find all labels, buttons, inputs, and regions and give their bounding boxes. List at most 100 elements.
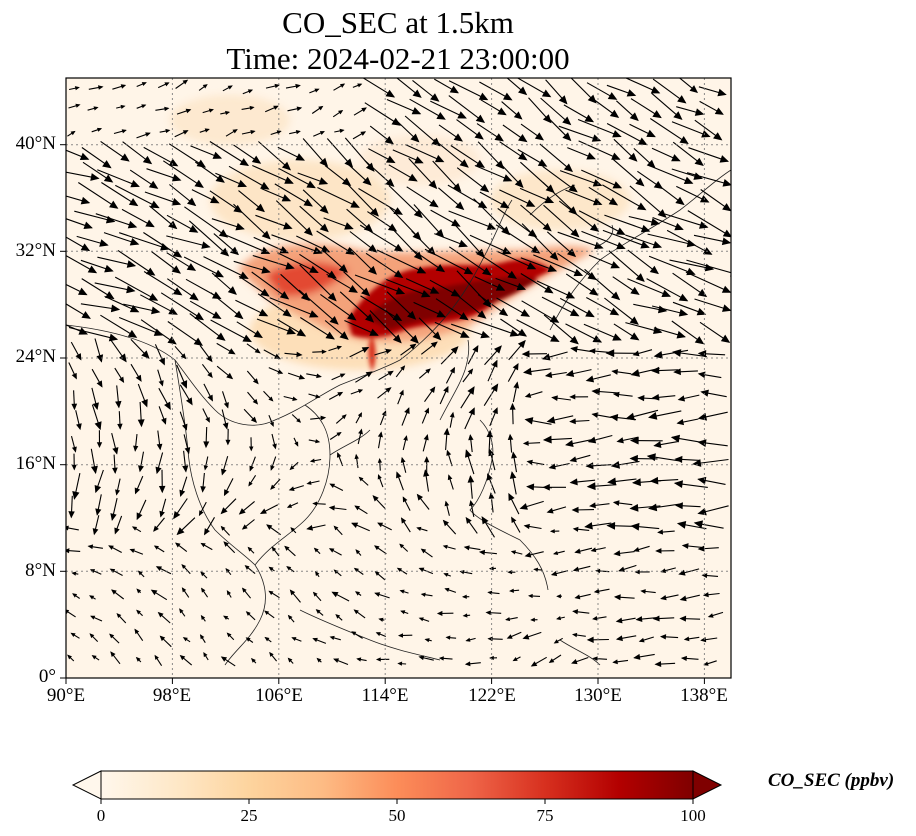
wind-vector-head: [232, 129, 238, 134]
wind-vector-head: [164, 82, 170, 87]
wind-vector-head: [482, 267, 492, 276]
wind-vector-head: [141, 399, 148, 408]
wind-vector-head: [678, 293, 689, 302]
wind-vector-head: [290, 527, 296, 532]
wind-vector-head: [109, 568, 116, 574]
wind-vector-head: [507, 433, 514, 441]
wind-vector-head: [264, 636, 270, 642]
wind-vector-head: [200, 571, 206, 577]
wind-vector-head: [416, 526, 422, 531]
wind-vector-head: [96, 380, 103, 388]
wind-vector-head: [306, 480, 312, 485]
wind-vector: [424, 248, 473, 275]
wind-vector-head: [312, 591, 318, 597]
wind-vector-head: [548, 463, 556, 470]
wind-vector-head: [372, 495, 379, 502]
wind-vector-head: [158, 357, 165, 366]
wind-vector-head: [114, 527, 120, 535]
wind-vector: [68, 326, 118, 340]
wind-vector-head: [400, 610, 406, 615]
wind-vector-head: [567, 248, 577, 258]
wind-vector-head: [175, 542, 181, 548]
wind-vector-head: [629, 503, 639, 512]
wind-vector-head: [407, 310, 417, 320]
wind-vector-head: [429, 286, 440, 294]
wind-vector-head: [96, 442, 103, 448]
wind-vector-head: [180, 353, 187, 360]
wind-vector-head: [569, 478, 578, 486]
wind-vector-head: [414, 156, 424, 164]
wind-vector-head: [276, 130, 282, 135]
wind-vector-head: [657, 209, 667, 218]
wind-vector-head: [318, 105, 324, 111]
wind-vector-head: [264, 610, 270, 616]
wind-vector-head: [585, 309, 595, 318]
wind-vector-head: [92, 402, 99, 411]
wind-vector-head: [689, 85, 699, 94]
wind-vector: [210, 319, 252, 342]
wind-vector-head: [569, 335, 579, 345]
wind-vector-head: [189, 292, 199, 301]
wind-vector-head: [418, 617, 424, 622]
wind-vector-head: [511, 451, 518, 459]
wind-vector-head: [181, 587, 187, 593]
wind-vector-head: [495, 283, 506, 291]
wind-vector-head: [436, 610, 443, 616]
wind-vector-head: [313, 547, 319, 553]
wind-vector-head: [182, 637, 188, 642]
wind-vector-head: [377, 457, 383, 463]
wind-vector-head: [628, 152, 638, 162]
wind-vector-head: [155, 566, 163, 572]
wind-vector-head: [409, 334, 419, 344]
colorbar-extend-max: [692, 770, 723, 800]
wind-vector-head: [154, 654, 159, 660]
wind-vector-head: [319, 157, 329, 168]
wind-vector-head: [611, 291, 621, 301]
wind-vector-head: [629, 436, 639, 445]
wind-vector-head: [118, 376, 125, 383]
wind-vector-head: [137, 570, 143, 576]
wind-vector-head: [168, 158, 179, 167]
wind-vector-head: [429, 199, 439, 208]
wind-vector-head: [523, 367, 532, 376]
wind-vector-head: [320, 415, 327, 421]
wind-vector-head: [485, 610, 491, 616]
wind-vector: [533, 254, 583, 276]
wind-vector-head: [90, 465, 98, 475]
wind-vector-head: [348, 284, 358, 293]
wind-vector-head: [412, 89, 422, 98]
wind-vector-head: [501, 246, 512, 255]
wind-vector-head: [542, 484, 550, 491]
wind-vector: [471, 318, 519, 336]
wind-vector-head: [279, 291, 290, 300]
wind-vector-head: [186, 263, 197, 271]
wind-vector-head: [385, 348, 393, 354]
wind-vector-head: [693, 520, 704, 529]
wind-vector-head: [570, 346, 578, 353]
wind-vector-head: [449, 411, 455, 418]
wind-vector-head: [423, 434, 429, 441]
wind-vector-head: [72, 593, 78, 598]
wind-vector-head: [109, 633, 115, 639]
wind-vector-head: [511, 516, 517, 523]
wind-vector: [649, 118, 689, 144]
wind-vector: [581, 230, 625, 249]
colorbar-tick-label: 25: [240, 806, 258, 825]
wind-vector-head: [518, 86, 528, 96]
wind-vector-head: [235, 222, 245, 231]
wind-vector-head: [409, 343, 417, 350]
wind-vector-head: [571, 632, 578, 638]
wind-vector-head: [269, 651, 274, 657]
wind-vector-head: [288, 486, 295, 491]
wind-vector-head: [148, 293, 159, 301]
wind-vector-head: [370, 207, 379, 217]
wind-vector-head: [285, 262, 295, 270]
wind-vector-head: [702, 592, 709, 598]
wind-vector-head: [361, 287, 371, 297]
wind-vector-head: [609, 109, 620, 119]
wind-vector-head: [303, 226, 313, 236]
wind-vector-head: [400, 456, 406, 463]
wind-vector-head: [150, 200, 160, 209]
wind-vector-head: [126, 260, 137, 268]
wind-vector-head: [424, 638, 430, 643]
